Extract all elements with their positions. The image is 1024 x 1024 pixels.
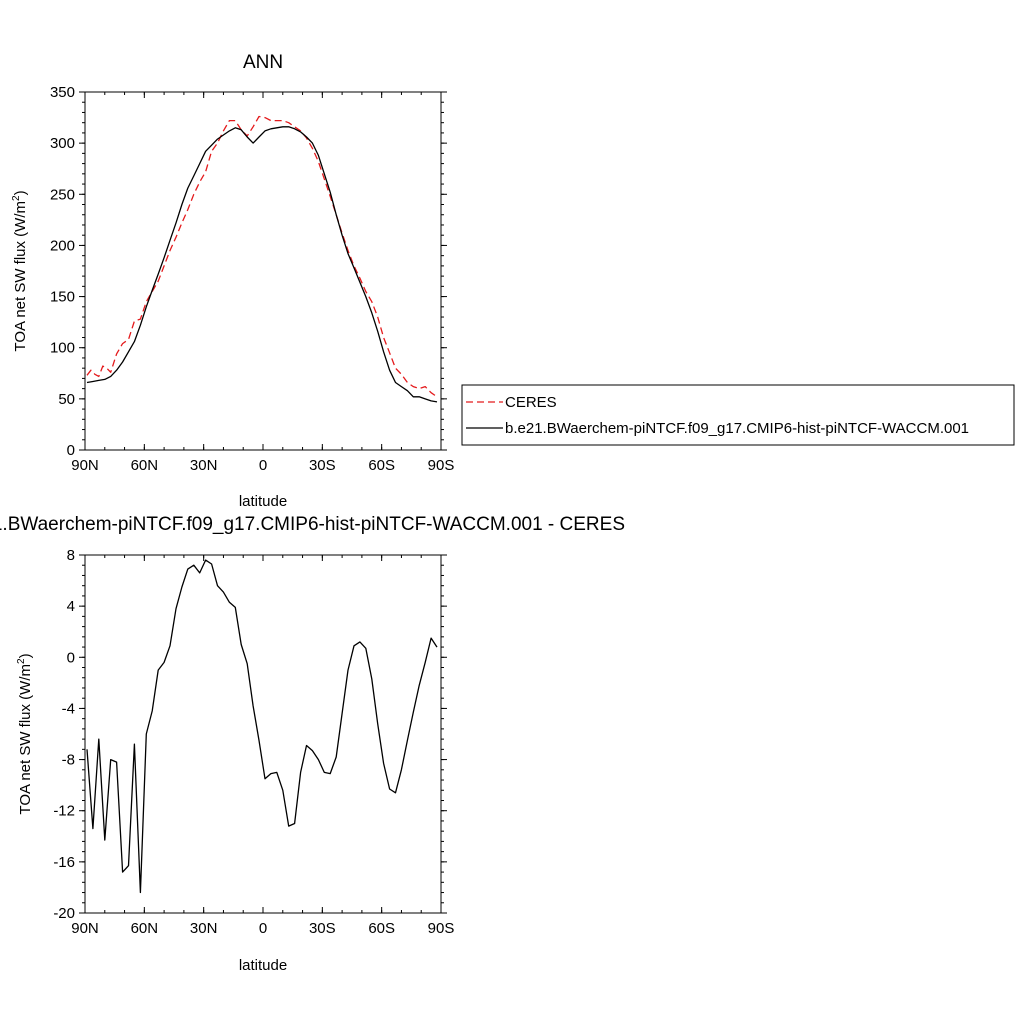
- top-y-tick-label: 250: [50, 186, 75, 203]
- top-x-tick-label: 30N: [190, 457, 218, 474]
- bottom-y-tick-label: -16: [53, 854, 75, 871]
- legend-label-ceres: CERES: [505, 394, 557, 411]
- top-y-tick-label: 200: [50, 237, 75, 254]
- top-chart-title: ANN: [243, 52, 283, 73]
- bottom-x-tick-label: 0: [259, 920, 267, 937]
- top-y-tick-label: 0: [67, 442, 75, 459]
- top-y-tick-label: 50: [58, 391, 75, 408]
- top-x-tick-label: 60S: [368, 457, 395, 474]
- top-x-tick-label: 30S: [309, 457, 336, 474]
- bottom-y-tick-label: -8: [62, 752, 75, 769]
- bottom-y-tick-label: -4: [62, 700, 75, 717]
- bottom-y-tick-label: -12: [53, 803, 75, 820]
- bottom-panel: b.e21.BWaerchem-piNTCF.f09_g17.CMIP6-his…: [0, 514, 625, 974]
- bottom-y-tick-label: 4: [67, 598, 75, 615]
- bottom-series-line-0: [86, 559, 438, 894]
- bottom-axis-ticks: 90N 60N 30N 0 30S 60S 90S -20 -16 -12 -8 -4 0 4 8: [53, 547, 454, 937]
- bottom-plot-frame: [84, 554, 442, 914]
- bottom-y-tick-label: 8: [67, 547, 75, 564]
- bottom-x-tick-label: 60N: [131, 920, 159, 937]
- top-series-lines: [86, 115, 438, 403]
- top-panel: ANN 90N 60N 30N 0 30S 60S 90S 0 50 100 150 200 250 30…: [11, 52, 454, 510]
- top-x-tick-label: 90S: [428, 457, 455, 474]
- bottom-x-tick-label: 60S: [368, 920, 395, 937]
- bottom-x-tick-label: 90N: [71, 920, 99, 937]
- top-x-tick-label: 0: [259, 457, 267, 474]
- top-series-line-1: [86, 126, 438, 403]
- legend-box: [461, 384, 1015, 446]
- top-y-tick-label: 350: [50, 84, 75, 101]
- bottom-x-tick-label: 30S: [309, 920, 336, 937]
- top-x-tick-label: 90N: [71, 457, 99, 474]
- legend-label-model: b.e21.BWaerchem-piNTCF.f09_g17.CMIP6-his…: [505, 420, 969, 437]
- top-axis-ticks: 90N 60N 30N 0 30S 60S 90S 0 50 100 150 200 250 300 350: [50, 84, 454, 474]
- top-y-tick-label: 150: [50, 289, 75, 306]
- top-y-axis-label: TOA net SW flux (W/m2): [11, 190, 29, 351]
- bottom-x-tick-label: 90S: [428, 920, 455, 937]
- bottom-y-axis-label: TOA net SW flux (W/m2): [16, 653, 34, 814]
- top-y-tick-label: 100: [50, 340, 75, 357]
- top-plot-frame: [84, 91, 442, 451]
- top-x-tick-label: 60N: [131, 457, 159, 474]
- bottom-series-lines: [86, 559, 438, 894]
- bottom-x-tick-label: 30N: [190, 920, 218, 937]
- bottom-y-tick-label: -20: [53, 905, 75, 922]
- bottom-x-axis-label: latitude: [239, 957, 287, 974]
- bottom-y-tick-label: 0: [67, 649, 75, 666]
- bottom-chart-title: b.e21.BWaerchem-piNTCF.f09_g17.CMIP6-his…: [0, 514, 625, 535]
- top-y-tick-label: 300: [50, 135, 75, 152]
- top-x-axis-label: latitude: [239, 493, 287, 510]
- legend: CERES b.e21.BWaerchem-piNTCF.f09_g17.CMI…: [461, 384, 1015, 446]
